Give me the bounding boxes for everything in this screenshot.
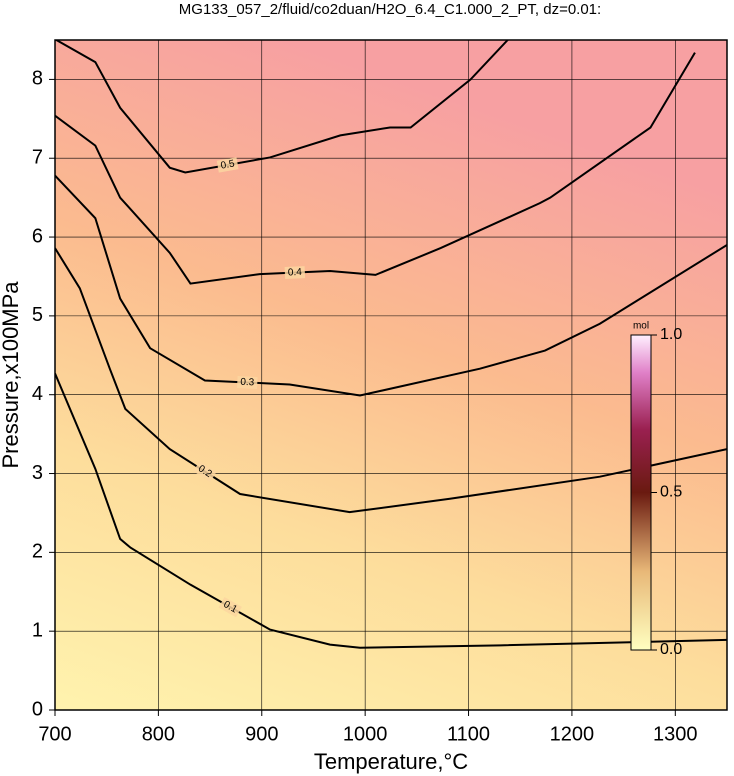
contour-label-bg: [284, 266, 306, 279]
x-tick-label: 1000: [343, 723, 388, 745]
y-tick-label: 4: [32, 383, 43, 405]
contour-label: 0.3: [240, 377, 255, 389]
y-tick-label: 0: [32, 698, 43, 720]
contour-line: [55, 52, 696, 285]
contour-label-bg: [216, 157, 239, 173]
x-tick-label: 900: [245, 723, 278, 745]
colorbar-tick-label: 1.0: [660, 326, 682, 343]
y-tick-label: 1: [32, 619, 43, 641]
contour-line: [55, 40, 510, 174]
contour-label: 0.5: [220, 158, 236, 171]
y-tick-label: 5: [32, 304, 43, 326]
plot-background: [55, 40, 727, 710]
contour-label-bg: [218, 596, 242, 618]
y-tick-label: 7: [32, 147, 43, 169]
x-tick-label: 1100: [447, 723, 490, 745]
y-tick-label: 8: [32, 68, 43, 90]
grid: [54, 40, 727, 711]
chart-title: MG133_057_2/fluid/co2duan/H2O_6.4_C1.000…: [179, 1, 601, 18]
y-tick-label: 3: [32, 462, 43, 484]
x-tick-label: 1200: [550, 723, 595, 745]
colorbar: [630, 334, 652, 651]
x-axis-label: Temperature,°C: [314, 749, 468, 774]
contour-label-bg: [193, 461, 217, 482]
colorbar-unit: mol: [633, 321, 649, 332]
x-tick-label: 700: [38, 723, 71, 745]
colorbar-tick-label: 0.5: [660, 484, 682, 501]
plot-frame: [54, 39, 728, 711]
contour-label: 0.4: [288, 267, 303, 279]
x-tick-label: 1300: [653, 723, 698, 745]
y-tick-label: 6: [32, 225, 43, 247]
y-axis-label: Pressure,x100MPa: [0, 281, 23, 469]
x-tick-label: 800: [142, 723, 175, 745]
colorbar-tick-label: 0.0: [660, 641, 682, 658]
y-tick-label: 2: [32, 541, 43, 563]
contour-line: [55, 174, 727, 397]
contour-label-bg: [237, 376, 258, 389]
